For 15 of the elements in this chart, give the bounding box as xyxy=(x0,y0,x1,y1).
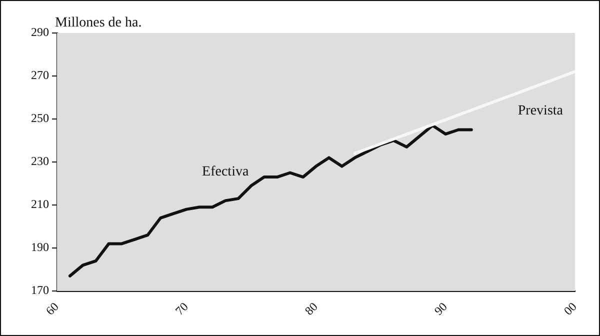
series-label: Efectiva xyxy=(202,164,250,180)
series-label: Prevista xyxy=(518,103,564,118)
y-tick-label: 290 xyxy=(31,25,49,40)
y-tick-label: 230 xyxy=(31,154,49,168)
y-tick-label: 170 xyxy=(31,283,49,298)
y-tick-label: 190 xyxy=(31,240,49,254)
x-tick-label: 70 xyxy=(172,300,191,318)
x-tick-label: 00 xyxy=(560,300,580,318)
x-tick-label: 80 xyxy=(302,300,320,318)
x-tick-label: 60 xyxy=(42,300,62,318)
x-tick-label: 90 xyxy=(431,300,450,318)
y-tick-label: 250 xyxy=(31,111,49,126)
y-tick-label: 210 xyxy=(31,197,49,212)
y-tick-label: 270 xyxy=(31,68,49,82)
y-axis-title: Millones de ha. xyxy=(55,16,142,31)
